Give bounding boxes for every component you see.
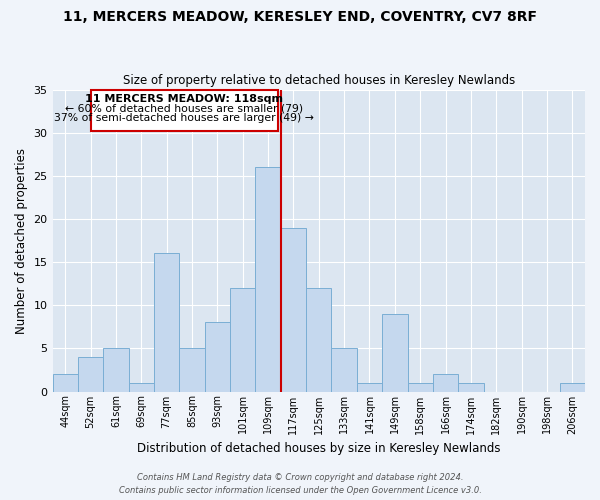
Bar [357, 383, 382, 392]
Title: Size of property relative to detached houses in Keresley Newlands: Size of property relative to detached ho… [122, 74, 515, 87]
Bar [78, 357, 103, 392]
Bar [53, 374, 78, 392]
Bar [331, 348, 357, 392]
Bar [433, 374, 458, 392]
Bar [281, 228, 306, 392]
Bar [407, 383, 433, 392]
Text: Contains HM Land Registry data © Crown copyright and database right 2024.
Contai: Contains HM Land Registry data © Crown c… [119, 474, 481, 495]
FancyBboxPatch shape [91, 90, 278, 131]
Bar [306, 288, 331, 392]
Bar [230, 288, 256, 392]
Text: ← 60% of detached houses are smaller (79): ← 60% of detached houses are smaller (79… [65, 104, 304, 114]
Y-axis label: Number of detached properties: Number of detached properties [15, 148, 28, 334]
Bar [128, 383, 154, 392]
Bar [256, 167, 281, 392]
Bar [179, 348, 205, 392]
Bar [205, 322, 230, 392]
Text: 11, MERCERS MEADOW, KERESLEY END, COVENTRY, CV7 8RF: 11, MERCERS MEADOW, KERESLEY END, COVENT… [63, 10, 537, 24]
Bar [560, 383, 585, 392]
X-axis label: Distribution of detached houses by size in Keresley Newlands: Distribution of detached houses by size … [137, 442, 500, 455]
Text: 11 MERCERS MEADOW: 118sqm: 11 MERCERS MEADOW: 118sqm [85, 94, 283, 104]
Bar [382, 314, 407, 392]
Text: 37% of semi-detached houses are larger (49) →: 37% of semi-detached houses are larger (… [55, 114, 314, 124]
Bar [154, 254, 179, 392]
Bar [103, 348, 128, 392]
Bar [458, 383, 484, 392]
